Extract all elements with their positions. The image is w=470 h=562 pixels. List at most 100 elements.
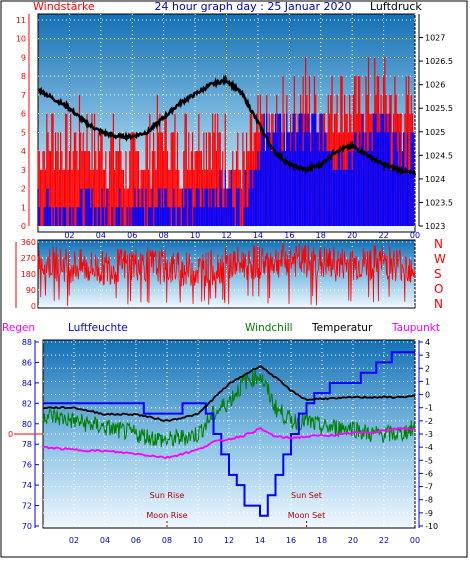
hour-tick-label: 00 <box>410 231 420 240</box>
legend-item: Luftfeuchte <box>68 322 128 334</box>
hour-tick-label: 02 <box>64 231 74 240</box>
humidity-tick-label: 88 <box>22 338 32 347</box>
panel1-x-labels: 02 04 06 08 10 12 14 16 18 20 22 00 <box>64 231 420 240</box>
wind-tick-label: 1 <box>21 203 26 212</box>
wind-direction-line <box>37 242 416 306</box>
panel1-series <box>37 57 417 226</box>
hour-tick-label: 04 <box>100 536 110 545</box>
temperature-tick-label: 3 <box>425 351 430 360</box>
hour-tick-label: 08 <box>159 231 169 240</box>
temperature-tick-label: -7 <box>425 483 433 492</box>
panel3-y-right-labels: 4 3 2 1 0 -1 -2 -3 -4 -5 -6 -7 -8 -9 -10 <box>419 338 438 531</box>
dewpoint-line <box>42 426 416 459</box>
wind-tick-label: 5 <box>21 128 26 137</box>
humidity-tick-label: 80 <box>22 420 32 429</box>
chart-title: 24 hour graph day : 25 Januar 2020 <box>155 0 352 13</box>
direction-tick-label: 360 <box>21 238 36 247</box>
hour-tick-label: 16 <box>284 231 294 240</box>
panel1-y-left-labels: 0 1 2 3 4 5 6 7 8 9 10 11 <box>16 16 26 231</box>
panel3-grid <box>43 340 416 528</box>
hour-tick-label: 10 <box>190 231 200 240</box>
panel3-annotations: Sun Rise Moon Rise Sun Set Moon Set <box>146 491 325 528</box>
wind-tick-label: 2 <box>21 185 26 194</box>
hour-tick-label: 06 <box>127 231 137 240</box>
wind-tick-label: 6 <box>21 110 26 119</box>
pressure-tick-label: 1025 <box>425 128 445 137</box>
wind-tick-label: 7 <box>21 91 26 100</box>
direction-tick-label: 270 <box>21 254 36 263</box>
hour-tick-label: 00 <box>410 536 420 545</box>
compass-label: N <box>434 237 443 251</box>
wind-tick-label: 3 <box>21 166 26 175</box>
hour-tick-label: 20 <box>348 536 358 545</box>
hour-tick-label: 22 <box>379 536 389 545</box>
panel3-series <box>42 351 416 517</box>
direction-tick-label: 180 <box>21 270 36 279</box>
wind-axis-title: Windstärke <box>33 0 95 13</box>
legend-item: Taupunkt <box>391 322 440 334</box>
temperature-tick-label: -5 <box>425 456 433 465</box>
pressure-tick-label: 1023.5 <box>425 198 453 207</box>
temperature-tick-label: 2 <box>425 364 430 373</box>
windchill-line <box>42 368 416 448</box>
pressure-tick-label: 1026 <box>425 81 445 90</box>
humidity-tick-label: 76 <box>22 461 32 470</box>
hour-tick-label: 14 <box>253 231 263 240</box>
temperature-tick-label: -3 <box>425 430 433 439</box>
wind-tick-label: 4 <box>21 147 26 156</box>
wind-tick-label: 11 <box>16 16 26 25</box>
temperature-tick-label: -4 <box>425 443 433 452</box>
wind-tick-label: 10 <box>16 35 26 44</box>
compass-label: W <box>434 252 446 266</box>
pressure-tick-label: 1024 <box>425 175 445 184</box>
compass-label: S <box>434 267 442 281</box>
temperature-line <box>42 364 416 422</box>
pressure-tick-label: 1024.5 <box>425 151 453 160</box>
hour-tick-label: 12 <box>221 231 231 240</box>
humidity-tick-label: 78 <box>22 440 32 449</box>
panel2-series <box>37 242 416 306</box>
panel2-y-labels: 0 90 180 270 360 <box>21 238 36 311</box>
hour-tick-label: 10 <box>193 536 203 545</box>
hour-tick-label: 02 <box>69 536 79 545</box>
humidity-tick-label: 86 <box>22 358 32 367</box>
hour-tick-label: 18 <box>317 536 327 545</box>
humidity-line <box>43 351 415 517</box>
pressure-axis-title: Luftdruck <box>370 0 422 13</box>
hour-tick-label: 04 <box>96 231 106 240</box>
pressure-line <box>37 74 417 176</box>
temperature-tick-label: -8 <box>425 496 433 505</box>
humidity-tick-label: 70 <box>22 522 32 531</box>
hour-tick-label: 20 <box>347 231 357 240</box>
astro-label: Sun Rise <box>150 491 185 500</box>
astro-label: Moon Set <box>288 511 325 520</box>
temperature-tick-label: -9 <box>425 509 433 518</box>
wind-tick-label: 9 <box>21 53 26 62</box>
temperature-tick-label: 1 <box>425 377 430 386</box>
compass-label: O <box>434 282 443 296</box>
direction-tick-label: 0 <box>31 302 36 311</box>
panel1-y-right-labels: 1023 1023.5 1024 1024.5 1025 1025.5 1026 1026.5… <box>419 34 453 231</box>
direction-tick-label: 90 <box>26 286 36 295</box>
humidity-tick-label: 74 <box>22 481 32 490</box>
astro-label: Sun Set <box>291 491 322 500</box>
pressure-tick-label: 1025.5 <box>425 104 453 113</box>
hour-tick-label: 18 <box>316 231 326 240</box>
hour-tick-label: 06 <box>131 536 141 545</box>
panel3-x-labels: 02 04 06 08 10 12 14 16 18 20 22 00 <box>69 536 420 545</box>
panel3-legend: Regen Luftfeuchte Windchill Temperatur Taupu… <box>2 322 440 334</box>
temperature-tick-label: -6 <box>425 469 433 478</box>
temperature-tick-label: -1 <box>425 404 433 413</box>
panel3-y-left-labels: 70 72 74 76 78 80 82 84 86 88 <box>22 338 39 531</box>
wind-tick-label: 0 <box>21 222 26 231</box>
hour-tick-label: 14 <box>255 536 265 545</box>
temperature-tick-label: -2 <box>425 417 433 426</box>
pressure-tick-label: 1027 <box>425 34 445 43</box>
temperature-tick-label: -10 <box>425 522 438 531</box>
rain-zero-label: 0 <box>8 430 13 439</box>
legend-item: Temperatur <box>311 322 373 334</box>
hour-tick-label: 22 <box>378 231 388 240</box>
hour-tick-label: 08 <box>162 536 172 545</box>
